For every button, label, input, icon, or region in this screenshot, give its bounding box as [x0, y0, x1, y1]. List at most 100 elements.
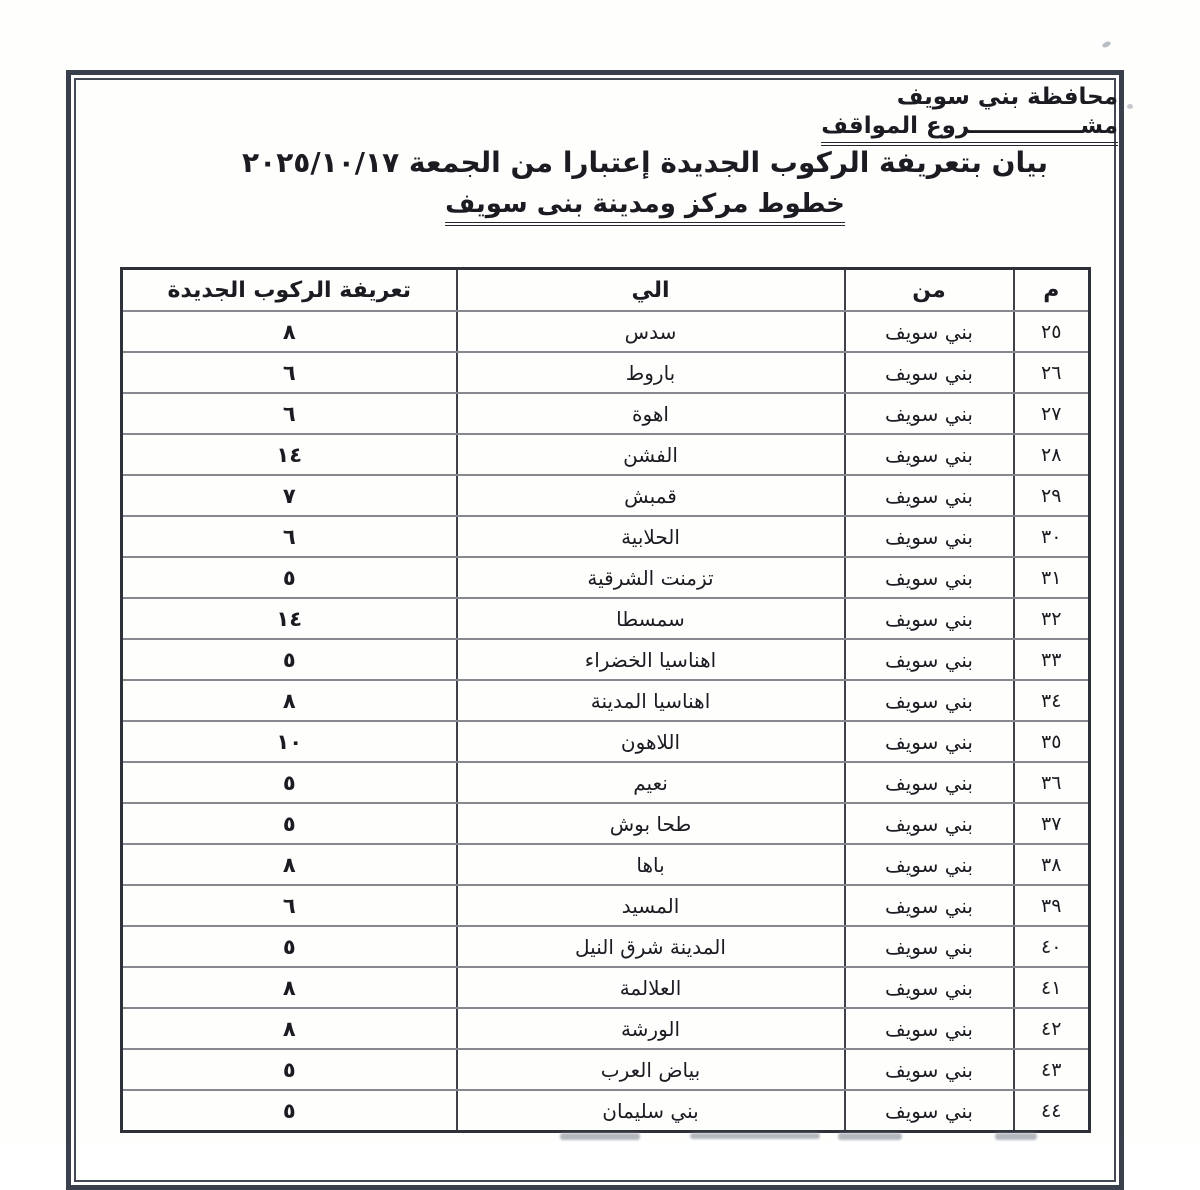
col-header-fare: تعريفة الركوب الجديدة [120, 267, 458, 312]
to-cell: الورشة [455, 1007, 846, 1050]
row-number-cell: ٢٦ [1012, 351, 1091, 394]
cut-off-text-artifact [560, 1133, 640, 1140]
document-subtitle: خطوط مركز ومدينة بنى سويف [170, 189, 1120, 226]
to-cell: سمسطا [455, 597, 846, 640]
project-name: مشــــــــــــــروع المواقف [821, 113, 1118, 146]
table-row: ٣٨ بني سويف باها ٨ [120, 843, 1091, 886]
fare-table: م من الي تعريفة الركوب الجديدة ٢٥ بني سو… [120, 267, 1091, 1133]
row-number-cell: ٢٨ [1012, 433, 1091, 476]
fare-cell: ٥ [120, 802, 458, 845]
fare-cell: ٥ [120, 761, 458, 804]
document-title: بيان بتعريفة الركوب الجديدة إعتبارا من ا… [242, 146, 1048, 179]
to-cell: الحلابية [455, 515, 846, 558]
row-number-cell: ٣٨ [1012, 843, 1091, 886]
fare-cell: ٥ [120, 1048, 458, 1091]
table-row: ٤٢ بني سويف الورشة ٨ [120, 1007, 1091, 1050]
table-row: ٣٠ بني سويف الحلابية ٦ [120, 515, 1091, 558]
governorate-name: محافظة بني سويف [896, 84, 1118, 110]
table-row: ٢٦ بني سويف باروط ٦ [120, 351, 1091, 394]
table-row: ٣٤ بني سويف اهناسيا المدينة ٨ [120, 679, 1091, 722]
to-cell: العلالمة [455, 966, 846, 1009]
fare-cell: ٦ [120, 884, 458, 927]
row-number-cell: ٤٤ [1012, 1089, 1091, 1133]
row-number-cell: ٢٩ [1012, 474, 1091, 517]
from-cell: بني سويف [843, 1089, 1015, 1133]
table-row: ٤١ بني سويف العلالمة ٨ [120, 966, 1091, 1009]
to-cell: اللاهون [455, 720, 846, 763]
col-header-from: من [843, 267, 1015, 312]
document-subtitle-text: خطوط مركز ومدينة بنى سويف [445, 189, 845, 226]
from-cell: بني سويف [843, 720, 1015, 763]
from-cell: بني سويف [843, 1007, 1015, 1050]
table-row: ٣٧ بني سويف طحا بوش ٥ [120, 802, 1091, 845]
scan-speck [1127, 104, 1133, 109]
row-number-cell: ٣٣ [1012, 638, 1091, 681]
to-cell: الفشن [455, 433, 846, 476]
fare-cell: ٥ [120, 1089, 458, 1133]
to-cell: المسيد [455, 884, 846, 927]
from-cell: بني سويف [843, 925, 1015, 968]
fare-cell: ٦ [120, 392, 458, 435]
table-row: ٢٨ بني سويف الفشن ١٤ [120, 433, 1091, 476]
from-cell: بني سويف [843, 884, 1015, 927]
to-cell: اهناسيا الخضراء [455, 638, 846, 681]
to-cell: اهناسيا المدينة [455, 679, 846, 722]
from-cell: بني سويف [843, 392, 1015, 435]
fare-cell: ٥ [120, 638, 458, 681]
row-number-cell: ٤١ [1012, 966, 1091, 1009]
title-block: بيان بتعريفة الركوب الجديدة إعتبارا من ا… [170, 146, 1120, 226]
fare-table-body: ٢٥ بني سويف سدس ٨ ٢٦ بني سويف باروط ٦ ٢٧… [120, 310, 1091, 1133]
from-cell: بني سويف [843, 310, 1015, 353]
from-cell: بني سويف [843, 1048, 1015, 1091]
to-cell: نعيم [455, 761, 846, 804]
from-cell: بني سويف [843, 638, 1015, 681]
from-cell: بني سويف [843, 597, 1015, 640]
table-row: ٣٢ بني سويف سمسطا ١٤ [120, 597, 1091, 640]
cut-off-text-artifact [995, 1133, 1037, 1140]
fare-cell: ١٤ [120, 433, 458, 476]
fare-cell: ١٤ [120, 597, 458, 640]
from-cell: بني سويف [843, 761, 1015, 804]
col-header-number: م [1012, 267, 1091, 312]
fare-cell: ٨ [120, 843, 458, 886]
to-cell: باها [455, 843, 846, 886]
to-cell: باروط [455, 351, 846, 394]
from-cell: بني سويف [843, 474, 1015, 517]
table-row: ٣١ بني سويف تزمنت الشرقية ٥ [120, 556, 1091, 599]
col-header-to: الي [455, 267, 846, 312]
cut-off-text-artifact [690, 1133, 820, 1139]
cut-off-text-artifact [838, 1133, 902, 1140]
fare-cell: ٨ [120, 310, 458, 353]
fare-cell: ٨ [120, 1007, 458, 1050]
from-cell: بني سويف [843, 433, 1015, 476]
from-cell: بني سويف [843, 679, 1015, 722]
row-number-cell: ٢٥ [1012, 310, 1091, 353]
table-row: ٣٩ بني سويف المسيد ٦ [120, 884, 1091, 927]
row-number-cell: ٣١ [1012, 556, 1091, 599]
fare-cell: ٧ [120, 474, 458, 517]
scanned-document-page: محافظة بني سويف مشــــــــــــــروع المو… [66, 40, 1133, 1190]
table-row: ٤٠ بني سويف المدينة شرق النيل ٥ [120, 925, 1091, 968]
fare-cell: ٦ [120, 351, 458, 394]
scan-speck [1101, 40, 1112, 49]
to-cell: اهوة [455, 392, 846, 435]
row-number-cell: ٤٠ [1012, 925, 1091, 968]
row-number-cell: ٣٥ [1012, 720, 1091, 763]
fare-cell: ٥ [120, 925, 458, 968]
row-number-cell: ٣٧ [1012, 802, 1091, 845]
from-cell: بني سويف [843, 843, 1015, 886]
row-number-cell: ٣٠ [1012, 515, 1091, 558]
fare-table-header-row: م من الي تعريفة الركوب الجديدة [120, 267, 1091, 312]
row-number-cell: ٤٣ [1012, 1048, 1091, 1091]
to-cell: المدينة شرق النيل [455, 925, 846, 968]
table-row: ٢٧ بني سويف اهوة ٦ [120, 392, 1091, 435]
from-cell: بني سويف [843, 351, 1015, 394]
table-row: ٣٦ بني سويف نعيم ٥ [120, 761, 1091, 804]
row-number-cell: ٣٢ [1012, 597, 1091, 640]
fare-table-head: م من الي تعريفة الركوب الجديدة [120, 267, 1091, 312]
fare-cell: ١٠ [120, 720, 458, 763]
from-cell: بني سويف [843, 966, 1015, 1009]
to-cell: طحا بوش [455, 802, 846, 845]
row-number-cell: ٣٤ [1012, 679, 1091, 722]
fare-cell: ٦ [120, 515, 458, 558]
